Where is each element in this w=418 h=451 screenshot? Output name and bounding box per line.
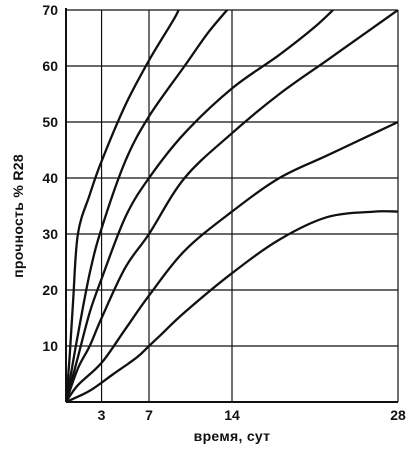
y-axis-title: прочность % R28	[10, 154, 26, 278]
series-group	[66, 10, 398, 402]
y-tick-label: 60	[42, 58, 58, 74]
series-line-6	[66, 210, 398, 402]
x-tick-label: 7	[145, 407, 153, 423]
x-tick-label: 3	[98, 407, 106, 423]
series-line-3	[66, 10, 335, 402]
y-tick-label: 20	[42, 282, 58, 298]
plot-frame	[65, 8, 398, 403]
series-line-4	[66, 10, 398, 402]
y-tick-label: 50	[42, 114, 58, 130]
series-line-1	[66, 10, 180, 402]
series-line-2	[66, 10, 229, 402]
series-line-5	[66, 120, 398, 402]
x-tick-label: 14	[224, 407, 240, 423]
y-tick-label: 70	[42, 2, 58, 18]
grid	[66, 9, 399, 402]
y-tick-label: 30	[42, 226, 58, 242]
tick-labels: 10 20 30 40 50 60 70 3 7 14 28	[42, 2, 406, 423]
x-tick-label: 28	[390, 407, 406, 423]
y-tick-label: 40	[42, 170, 58, 186]
x-axis-title: время, сут	[194, 428, 271, 444]
y-tick-label: 10	[42, 338, 58, 354]
